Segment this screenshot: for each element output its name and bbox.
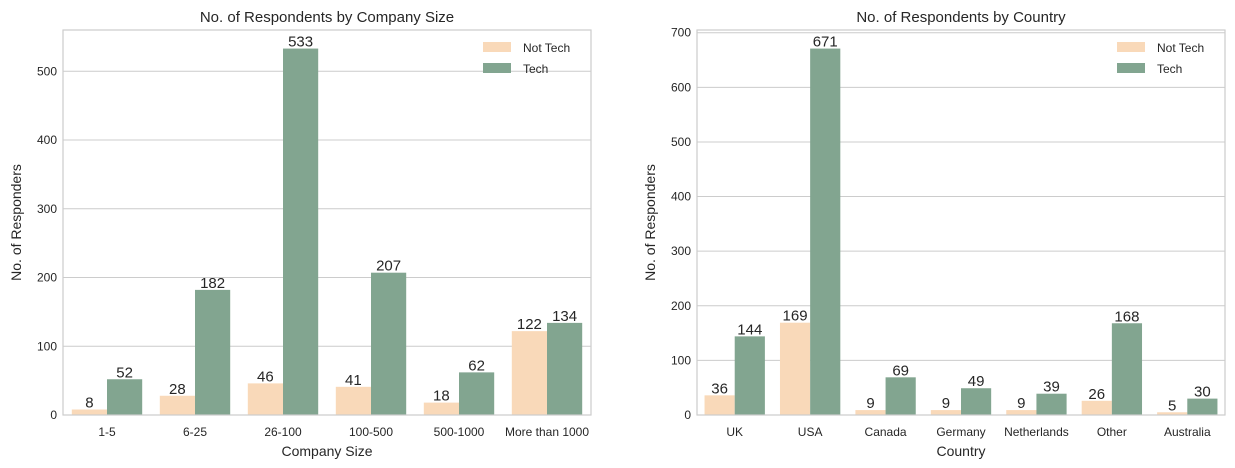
data-label: 46 (257, 368, 274, 385)
y-axis-label: No. of Responders (642, 164, 658, 281)
data-label: 26 (1088, 386, 1105, 403)
data-label: 52 (116, 364, 133, 381)
y-tick-label: 300 (37, 202, 57, 216)
bar-not-tech (855, 410, 886, 415)
bar-tech (459, 372, 495, 415)
data-label: 28 (169, 381, 186, 398)
data-label: 5 (1168, 397, 1176, 414)
x-tick-label: 500-1000 (434, 425, 485, 439)
bar-tech (547, 322, 583, 415)
x-axis-label: Company Size (281, 443, 372, 459)
data-label: 9 (866, 395, 874, 412)
y-tick-label: 700 (671, 26, 691, 40)
bar-not-tech (1081, 400, 1112, 415)
y-tick-label: 100 (37, 339, 57, 353)
x-tick-label: USA (798, 425, 823, 439)
legend-label: Not Tech (1157, 41, 1204, 55)
data-label: 122 (517, 316, 542, 333)
data-label: 62 (468, 357, 485, 374)
data-label: 9 (942, 395, 950, 412)
y-tick-label: 400 (671, 190, 691, 204)
data-label: 134 (552, 308, 577, 325)
bar-tech (195, 289, 231, 415)
plot-frame (62, 29, 592, 416)
bar-not-tech (423, 402, 459, 415)
y-tick-label: 500 (37, 64, 57, 78)
x-tick-label: 6-25 (183, 425, 207, 439)
data-label: 30 (1194, 384, 1211, 401)
bar-tech (1036, 393, 1067, 415)
data-label: 168 (1114, 308, 1139, 325)
data-label: 49 (968, 373, 985, 390)
data-label: 182 (200, 275, 225, 292)
bar-not-tech (1006, 410, 1037, 415)
legend-label: Not Tech (523, 41, 570, 55)
data-label: 39 (1043, 379, 1060, 396)
legend-swatch-not-tech (483, 42, 511, 52)
x-tick-label: Other (1097, 425, 1127, 439)
bar-not-tech (779, 322, 811, 415)
bar-not-tech (1157, 412, 1188, 415)
bar-not-tech (704, 395, 735, 415)
y-tick-label: 500 (671, 135, 691, 149)
x-tick-label: Netherlands (1004, 425, 1069, 439)
data-label: 9 (1017, 395, 1025, 412)
bar-not-tech (71, 409, 107, 415)
data-label: 69 (892, 362, 909, 379)
x-tick-label: Germany (936, 425, 985, 439)
legend-swatch-not-tech (1117, 42, 1145, 52)
data-label: 144 (737, 321, 762, 338)
data-label: 533 (288, 34, 313, 51)
bar-not-tech (511, 331, 547, 415)
x-tick-label: More than 1000 (505, 425, 589, 439)
bar-tech (107, 379, 143, 415)
legend-swatch-tech (483, 63, 511, 73)
bar-not-tech (247, 383, 283, 415)
y-tick-label: 300 (671, 244, 691, 258)
x-tick-label: 26-100 (264, 425, 302, 439)
x-axis-label: Country (936, 443, 985, 459)
x-tick-label: Canada (865, 425, 907, 439)
data-label: 8 (85, 395, 93, 412)
x-tick-label: 1-5 (98, 425, 116, 439)
y-tick-label: 0 (50, 408, 57, 422)
y-axis-label: No. of Responders (8, 164, 24, 281)
data-label: 36 (711, 380, 728, 397)
legend-swatch-tech (1117, 63, 1145, 73)
bar-tech (885, 377, 916, 415)
bar-tech (1111, 323, 1143, 415)
bar-tech (371, 272, 407, 415)
y-tick-label: 200 (37, 271, 57, 285)
bar-not-tech (159, 395, 195, 415)
bar-not-tech (930, 410, 961, 415)
legend-label: Tech (523, 62, 548, 76)
bar-tech (1187, 398, 1218, 415)
data-label: 18 (433, 388, 450, 405)
x-tick-label: UK (726, 425, 743, 439)
x-tick-label: 100-500 (349, 425, 393, 439)
data-label: 671 (813, 34, 838, 51)
bar-tech (283, 48, 319, 415)
bar-not-tech (335, 386, 371, 415)
chart-panel-1: 0 100 200 300 400 500 8 52 1-5 28 182 6-25 46 533 26-1… (8, 9, 592, 459)
y-tick-label: 400 (37, 133, 57, 147)
y-tick-label: 100 (671, 353, 691, 367)
x-tick-label: Australia (1164, 425, 1211, 439)
y-tick-label: 0 (684, 408, 691, 422)
legend-label: Tech (1157, 62, 1182, 76)
chart-title: No. of Respondents by Country (856, 9, 1066, 26)
chart-panel-2: 0 100 200 300 400 500 600 700 36 144 UK 169 671 USA 9 6… (642, 9, 1226, 459)
y-tick-label: 600 (671, 80, 691, 94)
bar-tech (810, 48, 841, 415)
plot-frame (696, 29, 1226, 416)
data-label: 169 (783, 308, 808, 325)
data-label: 41 (345, 372, 362, 389)
bar-tech (734, 336, 765, 415)
bar-tech (961, 388, 992, 415)
data-label: 207 (376, 258, 401, 275)
chart-title: No. of Respondents by Company Size (200, 9, 454, 26)
y-tick-label: 200 (671, 299, 691, 313)
